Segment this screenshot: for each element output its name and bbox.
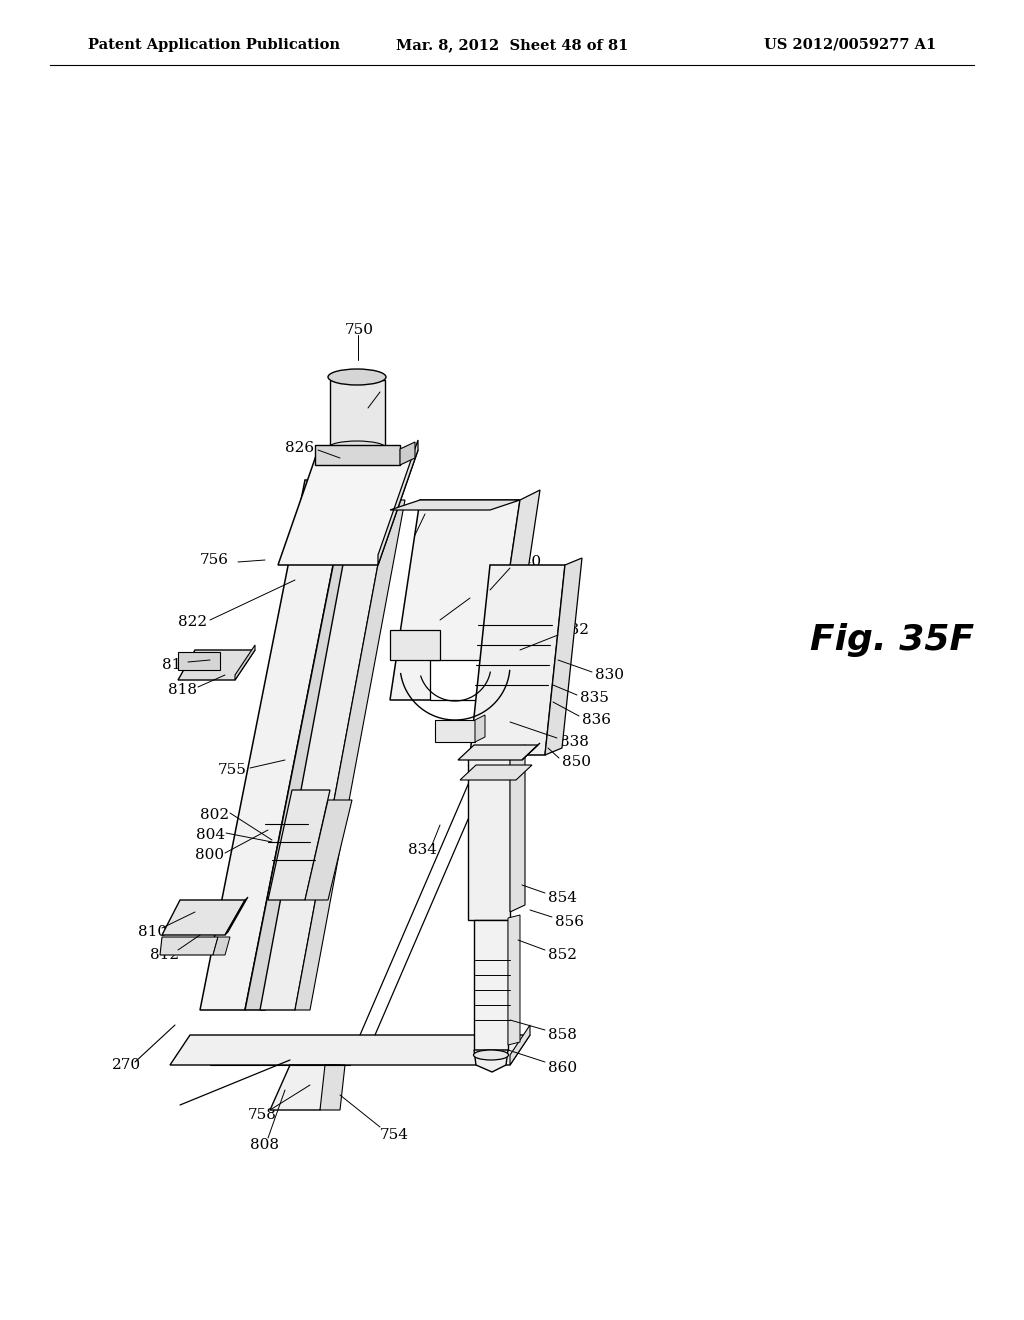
Text: 755: 755 <box>218 763 247 777</box>
Polygon shape <box>225 898 248 935</box>
Polygon shape <box>295 500 406 1010</box>
Text: 810: 810 <box>138 925 167 939</box>
Text: 816: 816 <box>162 657 191 672</box>
Polygon shape <box>260 500 390 1010</box>
Text: US 2012/0059277 A1: US 2012/0059277 A1 <box>764 38 936 51</box>
Polygon shape <box>270 1065 340 1110</box>
Text: 858: 858 <box>548 1028 577 1041</box>
Text: 822: 822 <box>178 615 207 630</box>
Polygon shape <box>213 937 230 954</box>
Polygon shape <box>330 380 385 450</box>
Polygon shape <box>510 744 525 912</box>
Polygon shape <box>315 445 400 465</box>
Polygon shape <box>400 442 415 465</box>
Ellipse shape <box>328 370 386 385</box>
Text: 826: 826 <box>285 441 314 455</box>
Polygon shape <box>545 558 582 755</box>
Polygon shape <box>178 652 220 671</box>
Text: 836: 836 <box>582 713 611 727</box>
Polygon shape <box>522 743 540 760</box>
Polygon shape <box>475 715 485 742</box>
Polygon shape <box>268 789 330 900</box>
Polygon shape <box>490 490 540 700</box>
Polygon shape <box>474 1049 508 1072</box>
Text: 800: 800 <box>195 847 224 862</box>
Polygon shape <box>234 645 255 680</box>
Text: 840: 840 <box>512 554 541 569</box>
Text: 808: 808 <box>250 1138 279 1152</box>
Text: 832: 832 <box>560 623 589 638</box>
Text: 842: 842 <box>472 585 501 599</box>
Polygon shape <box>170 1035 530 1065</box>
Polygon shape <box>508 915 520 1045</box>
Polygon shape <box>200 480 350 1010</box>
Text: 838: 838 <box>560 735 589 748</box>
Text: 852: 852 <box>548 948 577 962</box>
Polygon shape <box>468 750 510 920</box>
Text: 830: 830 <box>595 668 624 682</box>
Text: 758: 758 <box>248 1107 276 1122</box>
Text: Patent Application Publication: Patent Application Publication <box>88 38 340 51</box>
Polygon shape <box>245 480 370 1010</box>
Text: 812: 812 <box>150 948 179 962</box>
Text: 850: 850 <box>562 755 591 770</box>
Polygon shape <box>470 565 565 755</box>
Ellipse shape <box>473 1049 509 1060</box>
Text: 754: 754 <box>380 1129 409 1142</box>
Polygon shape <box>160 937 218 954</box>
Polygon shape <box>390 500 520 510</box>
Polygon shape <box>430 660 490 700</box>
Text: 835: 835 <box>580 690 609 705</box>
Polygon shape <box>178 649 255 680</box>
Text: 756: 756 <box>200 553 229 568</box>
Polygon shape <box>278 450 418 565</box>
Polygon shape <box>162 900 245 935</box>
Text: 856: 856 <box>555 915 584 929</box>
Polygon shape <box>460 766 532 780</box>
Polygon shape <box>378 440 418 565</box>
Text: Mar. 8, 2012  Sheet 48 of 81: Mar. 8, 2012 Sheet 48 of 81 <box>396 38 628 51</box>
Ellipse shape <box>328 441 386 455</box>
Text: 804: 804 <box>196 828 225 842</box>
Text: 834: 834 <box>408 843 437 857</box>
Text: 854: 854 <box>548 891 577 906</box>
Text: 862: 862 <box>358 383 387 397</box>
Polygon shape <box>435 719 475 742</box>
Text: 860: 860 <box>548 1061 578 1074</box>
Polygon shape <box>319 1065 345 1110</box>
Text: 750: 750 <box>345 323 374 337</box>
Text: Fig. 35F: Fig. 35F <box>810 623 974 657</box>
Text: 844: 844 <box>428 502 457 515</box>
Text: 802: 802 <box>200 808 229 822</box>
Polygon shape <box>510 1026 530 1065</box>
Polygon shape <box>458 744 538 760</box>
Polygon shape <box>305 800 352 900</box>
Polygon shape <box>390 500 520 700</box>
Text: 818: 818 <box>168 682 197 697</box>
Text: 270: 270 <box>112 1059 141 1072</box>
Polygon shape <box>390 630 440 660</box>
Polygon shape <box>474 920 508 1049</box>
